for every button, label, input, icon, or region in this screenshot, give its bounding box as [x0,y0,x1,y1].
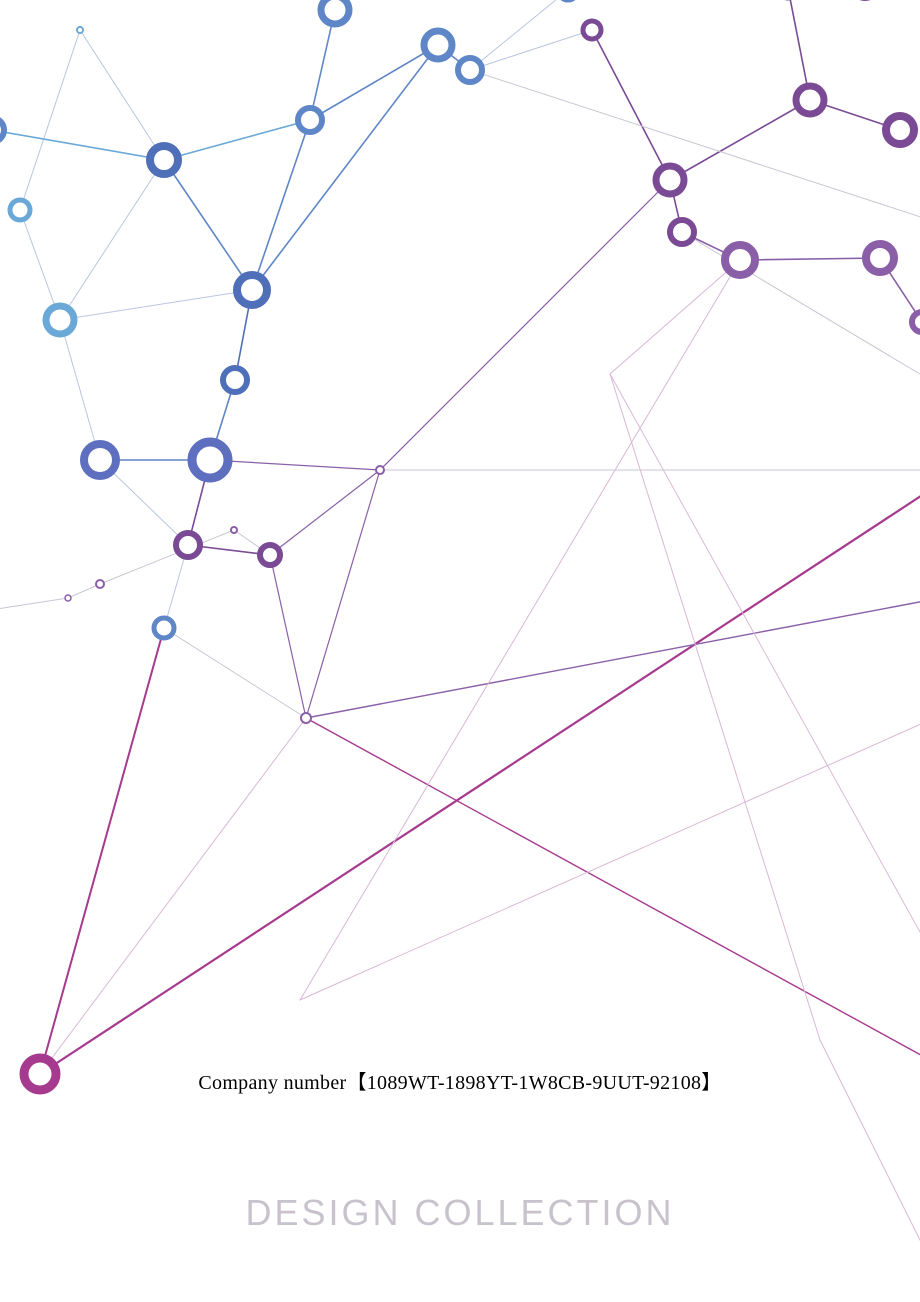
company-number-text: Company number【1089WT-1898YT-1W8CB-9UUT-… [0,1066,920,1095]
network-diagram [0,0,920,1302]
title-text: DESIGN COLLECTION [0,1192,920,1234]
